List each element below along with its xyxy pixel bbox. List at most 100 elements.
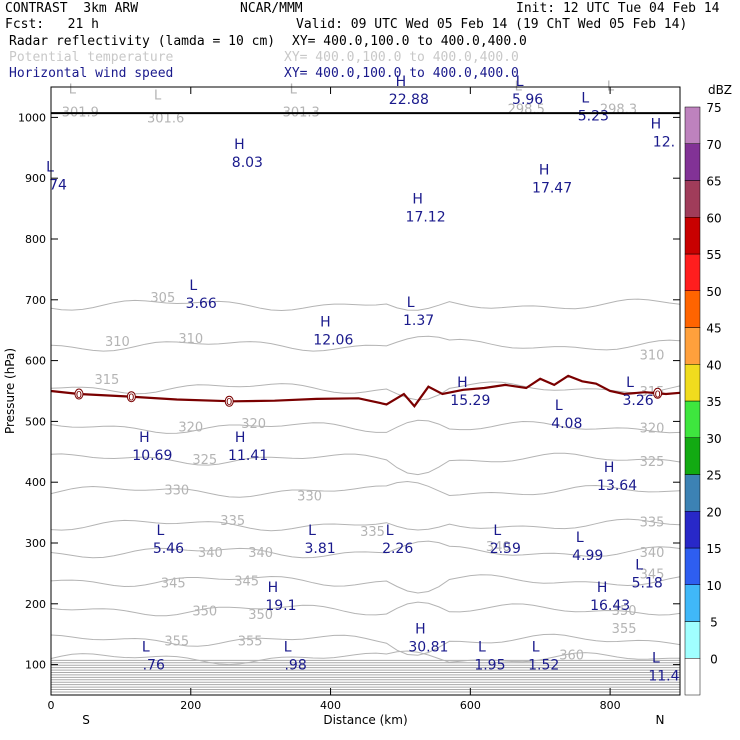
colorbar-label-10: 10 (706, 579, 721, 593)
theta-label-310-2: 310 (640, 349, 665, 364)
colorbar-label-45: 45 (706, 322, 721, 336)
wind-extremum-type-8: L (635, 558, 643, 574)
colorbar: dBZ 0 5 10 15 20 25 30 35 40 45 50 55 60 65 70 75 (684, 83, 732, 696)
x-tick-label-2: 400 (320, 699, 341, 712)
theta-label-340-0: 340 (198, 546, 223, 561)
experiment-title: CONTRAST 3km ARW (5, 1, 139, 16)
theta-contour-320 (51, 419, 680, 434)
wind-extremum-type-21: L (407, 295, 415, 311)
freezing-label-3: 0 (654, 389, 660, 400)
y-tick-label-5: 600 (25, 355, 46, 368)
wind-extremum-type-5: H (415, 621, 426, 637)
freezing-label-bg-0 (74, 388, 84, 400)
wind-extremum-type-16: H (235, 430, 246, 446)
wind-extremum-value-29: 5.96 (512, 92, 543, 108)
theta-label-340-1: 340 (248, 546, 273, 561)
valid-time: Valid: 09 UTC Wed 05 Feb 14 (19 ChT Wed … (296, 17, 688, 32)
colorbar-swatch-65 (684, 180, 701, 218)
field3-xy: XY= 400.0,100.0 to 400.0,400.0 (284, 66, 519, 81)
wind-extremum-value-6: 16.43 (590, 598, 630, 614)
colorbar-swatch-5 (684, 621, 701, 659)
colorbar-swatch-50 (684, 290, 701, 328)
theta-label-345-1: 345 (234, 575, 259, 590)
wind-extremum-type-9: L (157, 523, 165, 539)
theta-label-310-1: 310 (178, 332, 203, 347)
wind-extremum-value-7: 19.1 (265, 598, 296, 614)
org-label: NCAR/MMM (240, 1, 303, 16)
theta-surface-marker-0: L (69, 82, 77, 97)
wind-extremum-value-11: 2.26 (382, 541, 413, 557)
colorbar-swatch-0 (684, 658, 701, 696)
theta-label-345-0: 345 (161, 577, 186, 592)
theta-label-340-2: 340 (486, 540, 511, 555)
wind-extremum-type-29: L (516, 74, 524, 90)
wind-extremum-value-0: .76 (143, 658, 165, 674)
wind-extremum-value-18: 15.29 (450, 393, 490, 409)
theta-label-305-0: 305 (150, 291, 175, 306)
wind-extremum-type-22: L (189, 278, 197, 294)
theta-label-335-2: 335 (640, 516, 665, 531)
colorbar-label-65: 65 (706, 175, 721, 189)
colorbar-label-25: 25 (706, 469, 721, 483)
wind-extremum-value-5: 30.81 (408, 639, 448, 655)
wind-extremum-value-2: 1.95 (474, 658, 505, 674)
wind-extremum-value-26: 12. (653, 135, 675, 151)
wind-extremum-value-15: 10.69 (132, 448, 172, 464)
theta-contour-350 (51, 601, 680, 617)
wind-extremum-type-25: H (234, 137, 245, 153)
wind-extremum-type-30: H (396, 74, 407, 90)
theta-label-340-3: 340 (640, 546, 665, 561)
y-axis-label: Pressure (hPa) (3, 348, 17, 434)
colorbar-label-35: 35 (706, 395, 721, 409)
colorbar-label-15: 15 (706, 542, 721, 556)
theta-label-330-0: 330 (164, 483, 189, 498)
wind-extremum-value-13: 4.99 (572, 548, 603, 564)
colorbar-label-30: 30 (706, 432, 721, 446)
theta-contour-355 (51, 633, 680, 656)
theta-label-350-2: 350 (612, 604, 637, 619)
field3-name: Horizontal wind speed (9, 66, 174, 81)
theta-label-355-0: 355 (164, 634, 189, 649)
colorbar-label-5: 5 (710, 616, 718, 630)
field1-xy: XY= 400.0,100.0 to 400.0,400.0 (292, 34, 527, 49)
wind-extremum-type-1: L (284, 640, 292, 656)
theta-label-355-1: 355 (238, 634, 263, 649)
wind-extremum-value-19: 3.26 (622, 393, 653, 409)
theta-label-350-0: 350 (192, 604, 217, 619)
wind-extremum-value-12: 2.59 (490, 541, 521, 557)
y-tick-label-8: 900 (25, 172, 46, 185)
wind-extrema-layer: L .76 L .98 L 1.95 L 1.52 L 11.4 H 30.81 H 16.43 H 19.1… (46, 74, 680, 684)
wind-extremum-type-14: H (604, 460, 615, 476)
wind-extremum-type-24: H (539, 162, 550, 178)
theta-label-355-2: 355 (612, 622, 637, 637)
theta-surface-marker-2: L (290, 82, 298, 97)
freezing-label-1: 0 (128, 393, 134, 404)
theta-label-330-1: 330 (297, 490, 322, 505)
wind-extremum-type-23: H (412, 192, 423, 208)
colorbar-swatch-60 (684, 217, 701, 255)
y-tick-label-9: 1000 (18, 111, 46, 124)
field2-xy: XY= 400.0,100.0 to 400.0,400.0 (284, 50, 519, 65)
theta-surface-label-1: 301.6 (147, 111, 184, 126)
x-axis-label: Distance (km) (323, 713, 407, 727)
field2-name: Potential temperature (9, 50, 174, 65)
theta-label-335-1: 335 (360, 525, 385, 540)
theta-label-345-2: 345 (640, 567, 665, 582)
freezing-label-bg-3 (653, 387, 663, 399)
theta-label-335-0: 335 (220, 514, 245, 529)
theta-label-320-0: 320 (178, 420, 203, 435)
freezing-level-layer: 0 0 0 0 (50, 374, 681, 408)
colorbar-swatch-15 (684, 547, 701, 585)
wind-extremum-type-12: L (493, 523, 501, 539)
wind-extremum-value-10: 3.81 (304, 541, 335, 557)
colorbar-swatch-40 (684, 364, 701, 402)
freezing-label-bg-1 (126, 391, 136, 403)
wind-extremum-type-10: L (308, 523, 316, 539)
wind-extremum-value-4: 11.4 (648, 669, 679, 685)
freezing-label-0: 0 (76, 390, 82, 401)
wind-extremum-value-1: .98 (284, 658, 306, 674)
wind-extremum-value-16: 11.41 (228, 448, 268, 464)
colorbar-label-0: 0 (710, 652, 718, 666)
colorbar-swatch-20 (684, 511, 701, 549)
plot-axes: 100 200 300 400 500 600 700 800 900 1000 0 200 400 60… (3, 86, 681, 727)
